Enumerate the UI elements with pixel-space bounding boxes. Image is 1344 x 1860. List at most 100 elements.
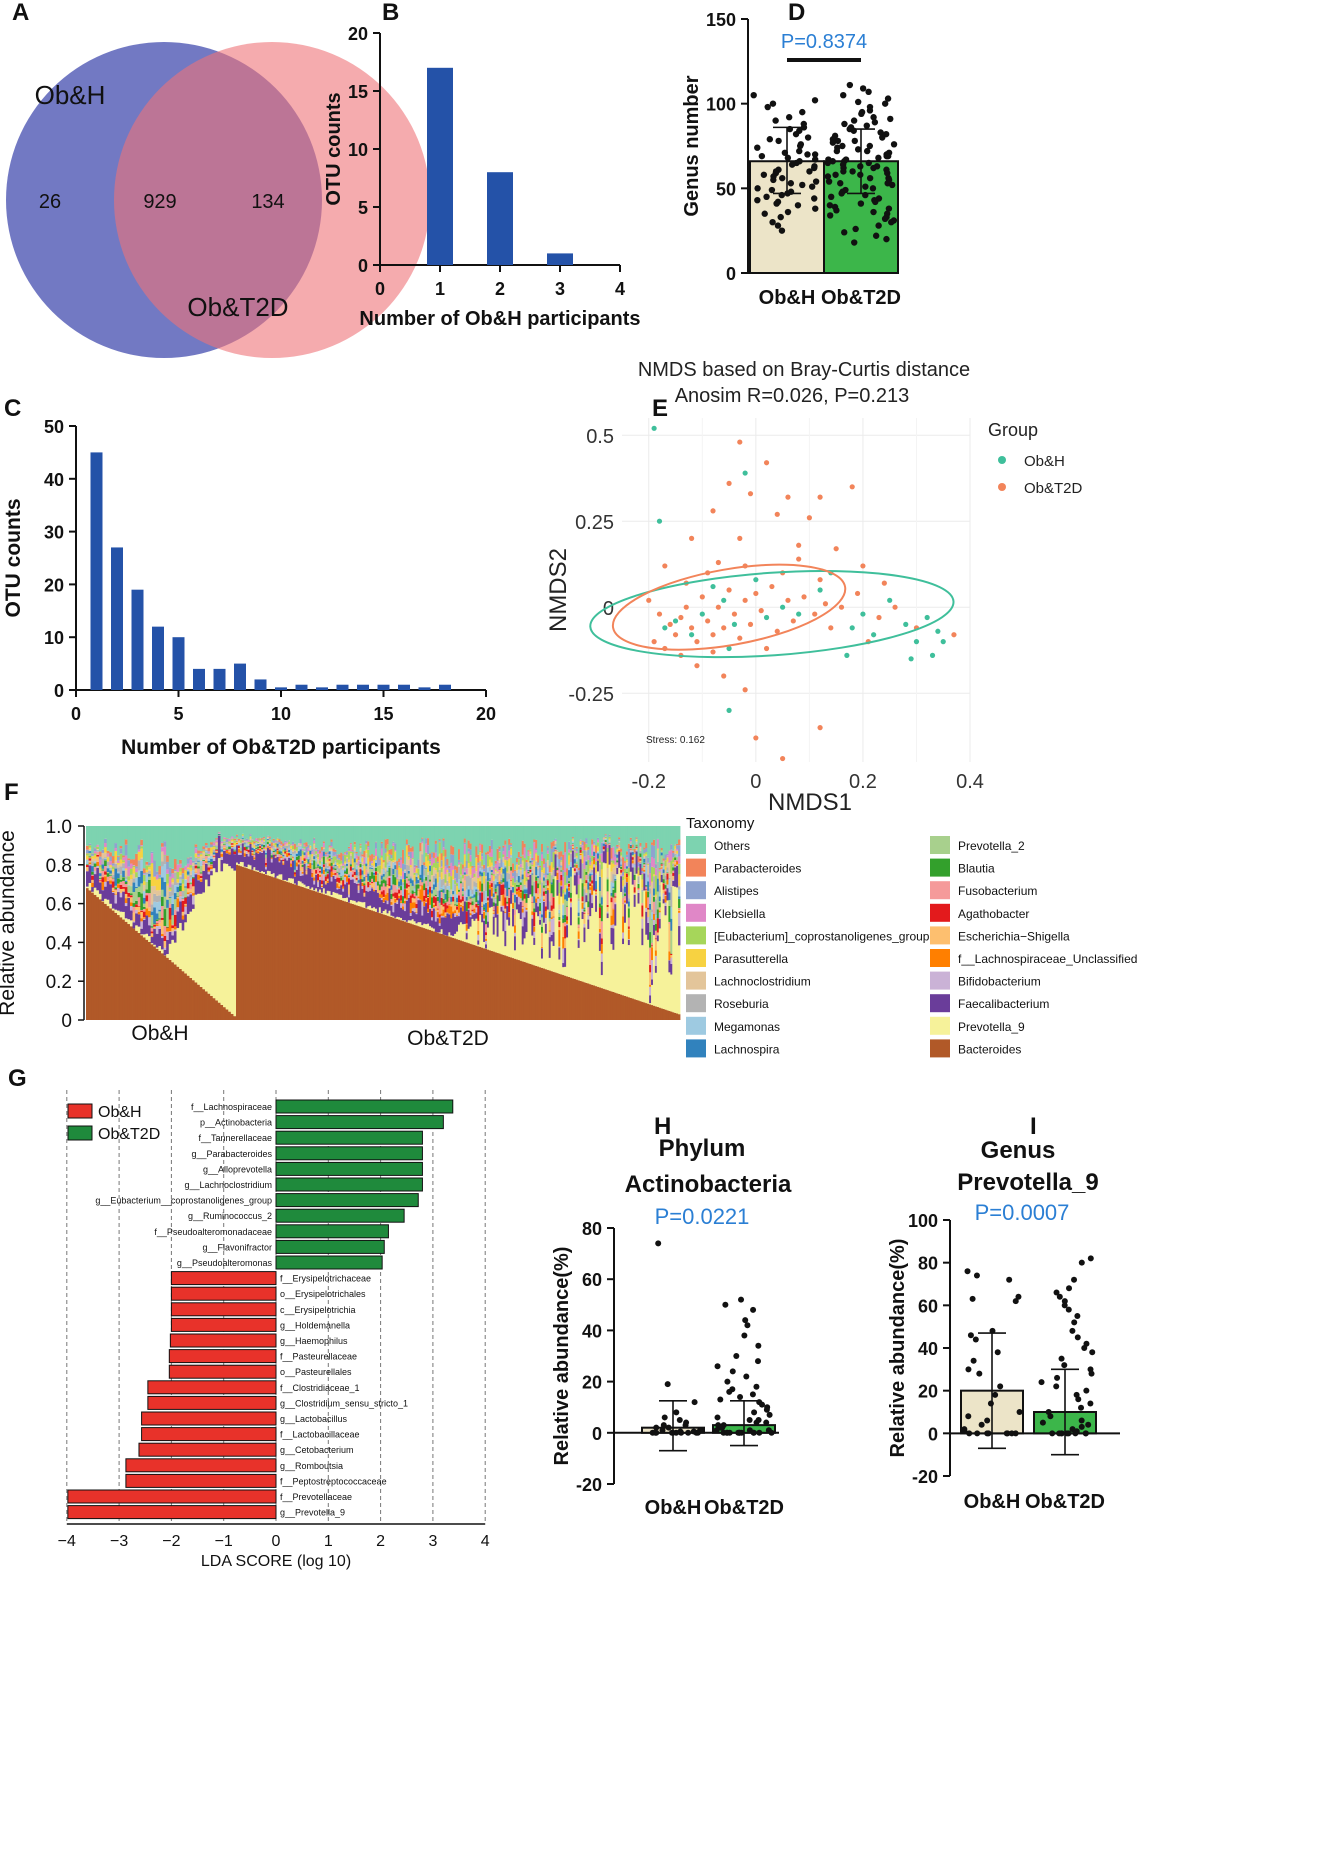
i-data-point: [1072, 1430, 1078, 1436]
f-stack-segment: [104, 839, 107, 843]
f-stack-segment: [153, 861, 156, 877]
i-title-line2: Prevotella_9: [957, 1169, 1098, 1196]
f-stack-segment: [223, 838, 226, 840]
f-stack-segment: [91, 887, 94, 892]
f-stack-segment: [127, 897, 130, 898]
f-stack-segment: [171, 931, 174, 935]
f-stack-segment: [231, 1014, 234, 1020]
f-stack-segment: [148, 867, 151, 869]
h-data-point: [666, 1425, 672, 1431]
f-stack-segment: [202, 853, 205, 859]
f-stack-segment: [202, 860, 205, 861]
c-bar: [193, 669, 205, 690]
c-bar: [152, 627, 164, 690]
f-stack-segment: [210, 865, 213, 866]
f-stack-segment: [197, 826, 200, 850]
d-data-point: [870, 185, 876, 191]
f-stack-segment: [114, 887, 117, 889]
f-stack-segment: [195, 862, 198, 863]
f-stack-segment: [127, 876, 130, 880]
f-stack-segment: [158, 890, 161, 895]
h-data-point: [695, 1430, 701, 1436]
f-stack-segment: [197, 862, 200, 867]
f-stack-segment: [143, 898, 146, 904]
e-x-tick-label: 0.2: [849, 771, 877, 793]
f-stack-segment: [151, 933, 154, 936]
f-stack-segment: [231, 843, 234, 845]
f-stack-segment: [200, 851, 203, 853]
d-data-point: [826, 178, 832, 184]
f-stack-segment: [102, 826, 105, 850]
f-stack-segment: [133, 874, 136, 879]
f-stack-segment: [215, 839, 218, 840]
f-stack-segment: [184, 897, 187, 898]
i-data-point: [995, 1349, 1001, 1355]
f-stack-segment: [218, 858, 221, 1003]
f-stack-segment: [148, 936, 151, 942]
f-stack-segment: [112, 911, 115, 1020]
f-stack-segment: [135, 869, 138, 873]
f-stack-segment: [120, 912, 123, 918]
f-stack-segment: [192, 866, 195, 871]
f-stack-segment: [125, 879, 128, 881]
f-stack-segment: [138, 852, 141, 860]
e-point-ob-t2d: [823, 601, 828, 606]
f-stack-segment: [208, 826, 211, 848]
f-stack-segment: [96, 847, 99, 849]
f-stack-segment: [166, 928, 169, 929]
f-stack-segment: [220, 843, 223, 846]
f-stack-segment: [145, 940, 148, 1020]
i-data-point: [1066, 1307, 1072, 1313]
h-data-point: [683, 1422, 689, 1428]
e-point-obh: [753, 577, 758, 582]
f-stack-segment: [213, 842, 216, 843]
h-data-point: [722, 1302, 728, 1308]
f-stack-segment: [205, 856, 208, 859]
f-stack-segment: [140, 846, 143, 848]
f-stack-segment: [127, 885, 130, 886]
f-stack-segment: [109, 876, 112, 877]
f-stack-segment: [166, 874, 169, 884]
f-stack-segment: [127, 886, 130, 893]
h-data-point: [655, 1240, 661, 1246]
f-stack-segment: [138, 850, 141, 852]
f-stack-segment: [182, 930, 185, 971]
h-data-point: [727, 1430, 733, 1436]
f-stack-segment: [177, 879, 180, 883]
d-data-point: [827, 212, 833, 218]
f-stack-segment: [192, 980, 195, 1020]
f-stack-segment: [187, 888, 190, 892]
f-y-label: Relative abundance: [0, 830, 19, 1016]
b-y-tick-label: 5: [358, 198, 368, 218]
f-stack-segment: [233, 826, 236, 839]
f-stack-segment: [161, 918, 164, 920]
c-x-tick-label: 0: [71, 704, 81, 724]
i-data-point: [1069, 1328, 1075, 1334]
h-data-point: [669, 1430, 675, 1436]
f-stack-segment: [210, 869, 213, 871]
d-data-point: [891, 141, 897, 147]
i-data-point: [965, 1268, 971, 1274]
e-point-ob-t2d: [817, 577, 822, 582]
f-stack-segment: [153, 877, 156, 886]
c-y-tick-label: 20: [44, 575, 64, 595]
f-y-tick-label: 0.4: [46, 933, 73, 954]
h-title-line2: Actinobacteria: [625, 1171, 792, 1198]
f-stack-segment: [205, 851, 208, 852]
f-stack-segment: [177, 898, 180, 907]
f-stack-segment: [91, 883, 94, 887]
b-y-label: OTU counts: [323, 92, 345, 205]
f-stack-segment: [125, 906, 128, 918]
f-stack-segment: [104, 859, 107, 860]
e-point-obh: [743, 470, 748, 475]
f-stack-segment: [107, 873, 110, 877]
f-stack-segment: [125, 856, 128, 869]
f-stack-segment: [107, 881, 110, 900]
f-stack-segment: [177, 911, 180, 928]
i-data-point: [1054, 1375, 1060, 1381]
e-point-ob-t2d: [657, 611, 662, 616]
f-stack-segment: [171, 879, 174, 882]
f-stack-segment: [161, 897, 164, 906]
f-stack-segment: [210, 826, 213, 842]
f-stack-segment: [202, 852, 205, 853]
